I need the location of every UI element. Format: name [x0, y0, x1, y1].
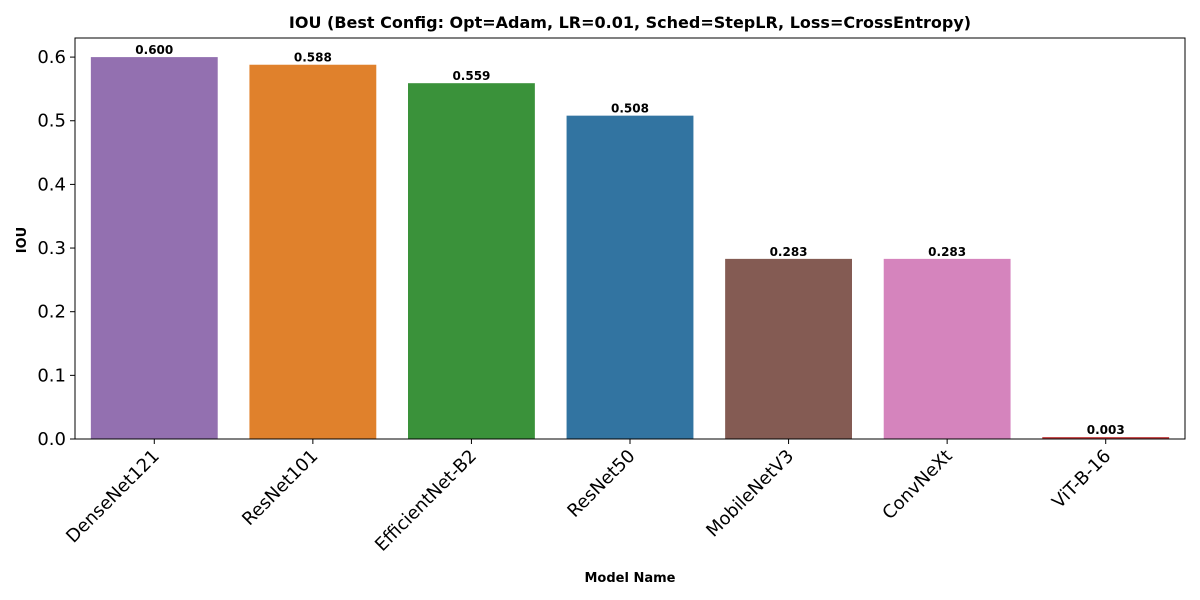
x-tick-label: DenseNet121	[62, 446, 164, 548]
y-tick-label: 0.1	[37, 365, 66, 386]
y-tick-label: 0.0	[37, 429, 66, 450]
data-label: 0.508	[611, 102, 649, 116]
bar-resnet101	[249, 64, 377, 439]
bar-vit-b-16	[1042, 437, 1170, 439]
x-tick-label: ResNet101	[238, 446, 322, 530]
x-axis-label: Model Name	[585, 571, 676, 586]
data-label: 0.559	[452, 69, 490, 83]
bar-efficientnet-b2	[408, 83, 535, 439]
y-tick-label: 0.4	[37, 174, 66, 195]
data-label: 0.003	[1087, 423, 1125, 437]
bars-layer	[90, 57, 1170, 440]
x-tick-label: ConvNeXt	[878, 446, 956, 524]
x-axis: DenseNet121 ResNet101 EfficientNet-B2 ResNe…	[62, 439, 1115, 556]
bar-densenet121	[90, 57, 218, 439]
x-tick-label: ViT-B-16	[1048, 446, 1115, 513]
data-label: 0.283	[770, 245, 808, 259]
bar-resnet50	[566, 115, 694, 440]
data-label: 0.283	[928, 245, 966, 259]
data-label: 0.600	[135, 43, 173, 57]
y-tick-label: 0.5	[37, 111, 66, 132]
y-tick-label: 0.2	[37, 302, 66, 323]
chart-title: IOU (Best Config: Opt=Adam, LR=0.01, Sch…	[289, 13, 971, 32]
x-tick-label: ResNet50	[563, 446, 639, 522]
y-axis: 0.0 0.1 0.2 0.3 0.4 0.5 0.6	[37, 47, 75, 450]
data-label: 0.588	[294, 51, 332, 65]
x-tick-label: EfficientNet-B2	[371, 446, 481, 556]
data-labels-layer: 0.600 0.588 0.559 0.508 0.283 0.283 0.003	[135, 43, 1124, 437]
plot-frame	[74, 37, 1186, 440]
y-axis-label: IOU	[15, 227, 30, 253]
bar-mobilenetv3	[725, 258, 852, 439]
y-tick-label: 0.3	[37, 238, 66, 259]
x-tick-label: MobileNetV3	[702, 446, 798, 542]
bar-convnext	[883, 258, 1011, 439]
y-tick-label: 0.6	[37, 47, 66, 68]
